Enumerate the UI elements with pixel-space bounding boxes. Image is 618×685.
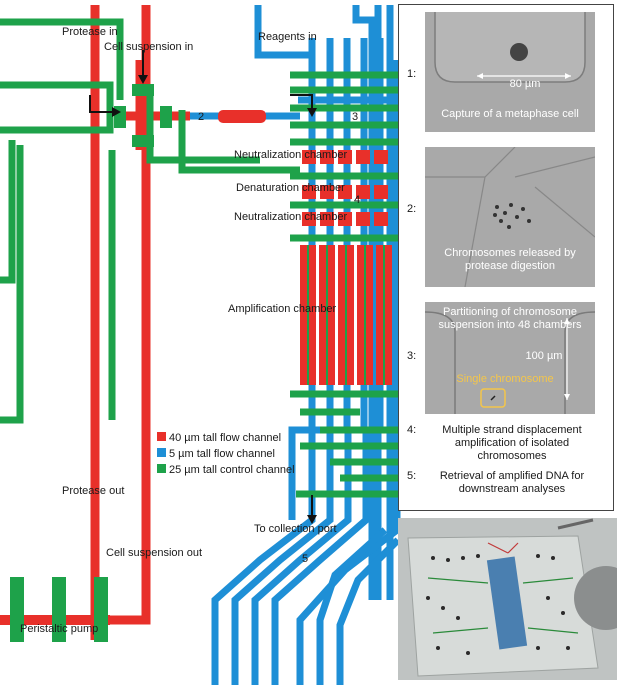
step-4-text: Multiple strand displacement amplificati… (428, 424, 596, 463)
marker-5: 5 (302, 553, 308, 565)
legend-text-green: 25 µm tall control channel (169, 464, 295, 476)
label-to-collection-port: To collection port (254, 523, 337, 535)
single-chromosome-label: Single chromosome (445, 373, 565, 386)
step-4-num: 4: (407, 424, 416, 436)
label-protease-in: Protease in (62, 26, 118, 38)
step-5-text: Retrieval of amplified DNA for downstrea… (428, 470, 596, 496)
step-1-num: 1: (407, 68, 416, 80)
legend-text-red: 40 µm tall flow channel (169, 432, 281, 444)
label-peristaltic-pump: Peristaltic pump (20, 623, 98, 635)
marker-4: 4 (354, 194, 360, 206)
micrograph-2-caption: Chromosomes released by protease digesti… (430, 247, 590, 273)
legend-swatch-red (157, 432, 166, 441)
micrograph-2: Chromosomes released by protease digesti… (425, 147, 595, 287)
step-3-num: 3: (407, 350, 416, 362)
scale-bar-3: 100 µm (519, 350, 569, 363)
red-flow-channels (10, 5, 265, 640)
scale-bar-1: 80 µm (495, 78, 555, 91)
label-cell-suspension-out: Cell suspension out (106, 547, 202, 559)
micrograph-1-caption: Capture of a metaphase cell (425, 108, 595, 121)
legend-swatch-blue (157, 448, 166, 457)
label-reagents-in: Reagents in (258, 31, 317, 43)
step-5-num: 5: (407, 470, 416, 482)
micrograph-3: Partitioning of chromosome suspension in… (425, 302, 595, 414)
label-denaturation: Denaturation chamber (236, 182, 345, 194)
legend-swatch-green (157, 464, 166, 473)
micrograph-3-caption: Partitioning of chromosome suspension in… (430, 306, 590, 332)
label-neutralization-2: Neutralization chamber (234, 211, 347, 223)
legend: 40 µm tall flow channel 5 µm tall flow c… (157, 432, 295, 476)
step-2-num: 2: (407, 203, 416, 215)
marker-2: 2 (198, 111, 204, 123)
label-amplification: Amplification chamber (228, 303, 337, 315)
legend-text-blue: 5 µm tall flow channel (169, 448, 275, 460)
label-protease-out: Protease out (62, 485, 124, 497)
label-neutralization-1: Neutralization chamber (234, 149, 347, 161)
micrograph-1: 80 µm Capture of a metaphase cell (425, 12, 595, 132)
device-photo-art (398, 518, 617, 680)
label-cell-suspension-in: Cell suspension in (104, 41, 193, 53)
marker-3: 3 (352, 111, 358, 123)
device-photo (398, 518, 617, 680)
